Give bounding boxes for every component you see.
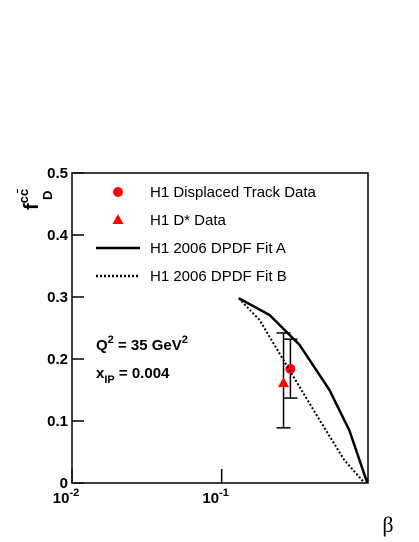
y-tick-label: 0 xyxy=(60,475,68,492)
x-tick-exponent: -1 xyxy=(219,487,229,499)
y-tick-label: 0.4 xyxy=(47,227,69,244)
y-axis-label: fcc̄ D xyxy=(16,189,55,210)
legend-label: H1 Displaced Track Data xyxy=(150,184,317,201)
annotation-part: 2 xyxy=(108,334,114,346)
fit-curve xyxy=(237,297,366,484)
y-tick-label: 0.1 xyxy=(47,413,68,430)
x-tick-label: 10-1 xyxy=(202,487,228,507)
x-tick-exponent: -2 xyxy=(69,487,79,499)
data-point xyxy=(285,363,296,374)
legend-label: H1 2006 DPDF Fit A xyxy=(150,240,286,257)
y-label-sub: D xyxy=(40,191,55,200)
y-tick-label: 0.5 xyxy=(47,165,68,182)
annotation-part: Q xyxy=(96,337,108,354)
annotation-part: IP xyxy=(104,374,114,386)
y-tick-label: 0.2 xyxy=(47,351,68,368)
y-label-f: f xyxy=(21,203,43,210)
x-tick-base: 10 xyxy=(53,490,70,507)
annotation-part: = 0.004 xyxy=(115,365,170,382)
y-label-sup: cc̄ xyxy=(16,189,31,203)
fit-curve xyxy=(238,297,369,484)
x-tick-label: 10-2 xyxy=(53,487,79,507)
data-point xyxy=(278,377,290,388)
x-tick-base: 10 xyxy=(202,490,219,507)
y-tick-label: 0.3 xyxy=(47,289,68,306)
annotation: Q2 = 35 GeV2 xyxy=(96,334,188,354)
legend-label: H1 D* Data xyxy=(150,212,227,229)
legend-marker xyxy=(112,214,124,224)
annotation-part: 2 xyxy=(182,334,188,346)
legend-marker xyxy=(113,187,123,197)
x-axis-label: β xyxy=(382,512,393,537)
y-label-base: fcc̄ xyxy=(16,189,43,210)
annotation-part: = 35 GeV xyxy=(114,337,182,354)
annotation-part: x xyxy=(96,365,105,382)
plot-frame xyxy=(71,172,369,484)
legend-label: H1 2006 DPDF Fit B xyxy=(150,268,287,285)
annotation: xIP = 0.004 xyxy=(96,365,170,386)
